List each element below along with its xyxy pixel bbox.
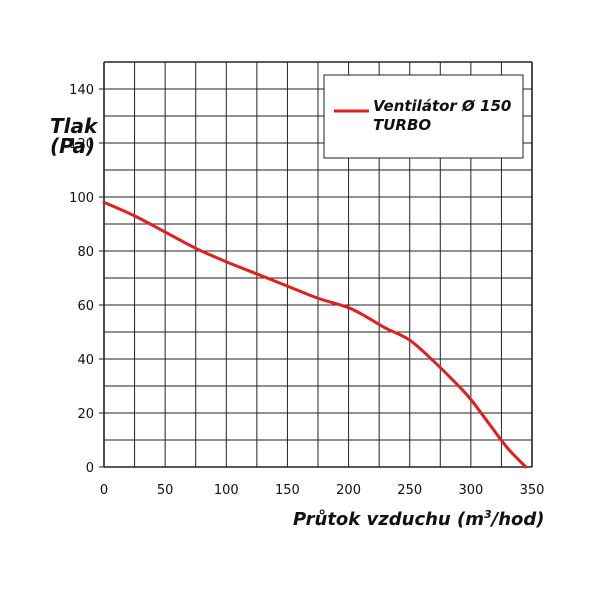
y-tick-label: 120 [69,137,94,152]
y-tick-label: 80 [77,245,94,260]
x-tick-label: 150 [275,483,300,498]
x-axis-title-main: Průtok vzduchu (m [293,509,484,530]
y-tick-label: 20 [77,407,94,422]
tick-labels: 0 50 100 150 200 250 300 350 0 20 40 60 80 100 120 140 [69,83,544,498]
x-tick-label: 50 [157,483,174,498]
x-axis-title: Průtok vzduchu (m3/hod) [293,508,545,530]
y-tick-label: 60 [77,299,94,314]
legend-label-line1: Ventilátor Ø 150 [373,97,512,115]
legend-box [323,74,524,159]
x-axis-title-end: /hod) [491,509,545,530]
series-line [102,200,528,469]
series-layer [102,200,528,469]
legend-label: Ventilátor Ø 150 TURBO [373,97,511,135]
legend [323,74,524,159]
y-tick-label: 40 [77,353,94,368]
x-axis-title-sup: 3 [484,508,492,521]
y-tick-label: 140 [69,83,94,98]
y-axis-title-line2: (Pa) [50,134,96,158]
legend-label-line2: TURBO [373,115,432,134]
x-tick-label: 300 [458,483,483,498]
x-tick-label: 100 [214,483,239,498]
x-tick-label: 250 [397,483,422,498]
x-tick-label: 350 [520,483,545,498]
y-axis-title-line1: Tlak [50,114,98,138]
y-axis-title: Tlak (Pa) [50,116,97,156]
y-tick-label: 100 [69,191,94,206]
x-tick-label: 200 [336,483,361,498]
y-tick-label: 0 [86,461,94,476]
x-tick-label: 0 [100,483,108,498]
